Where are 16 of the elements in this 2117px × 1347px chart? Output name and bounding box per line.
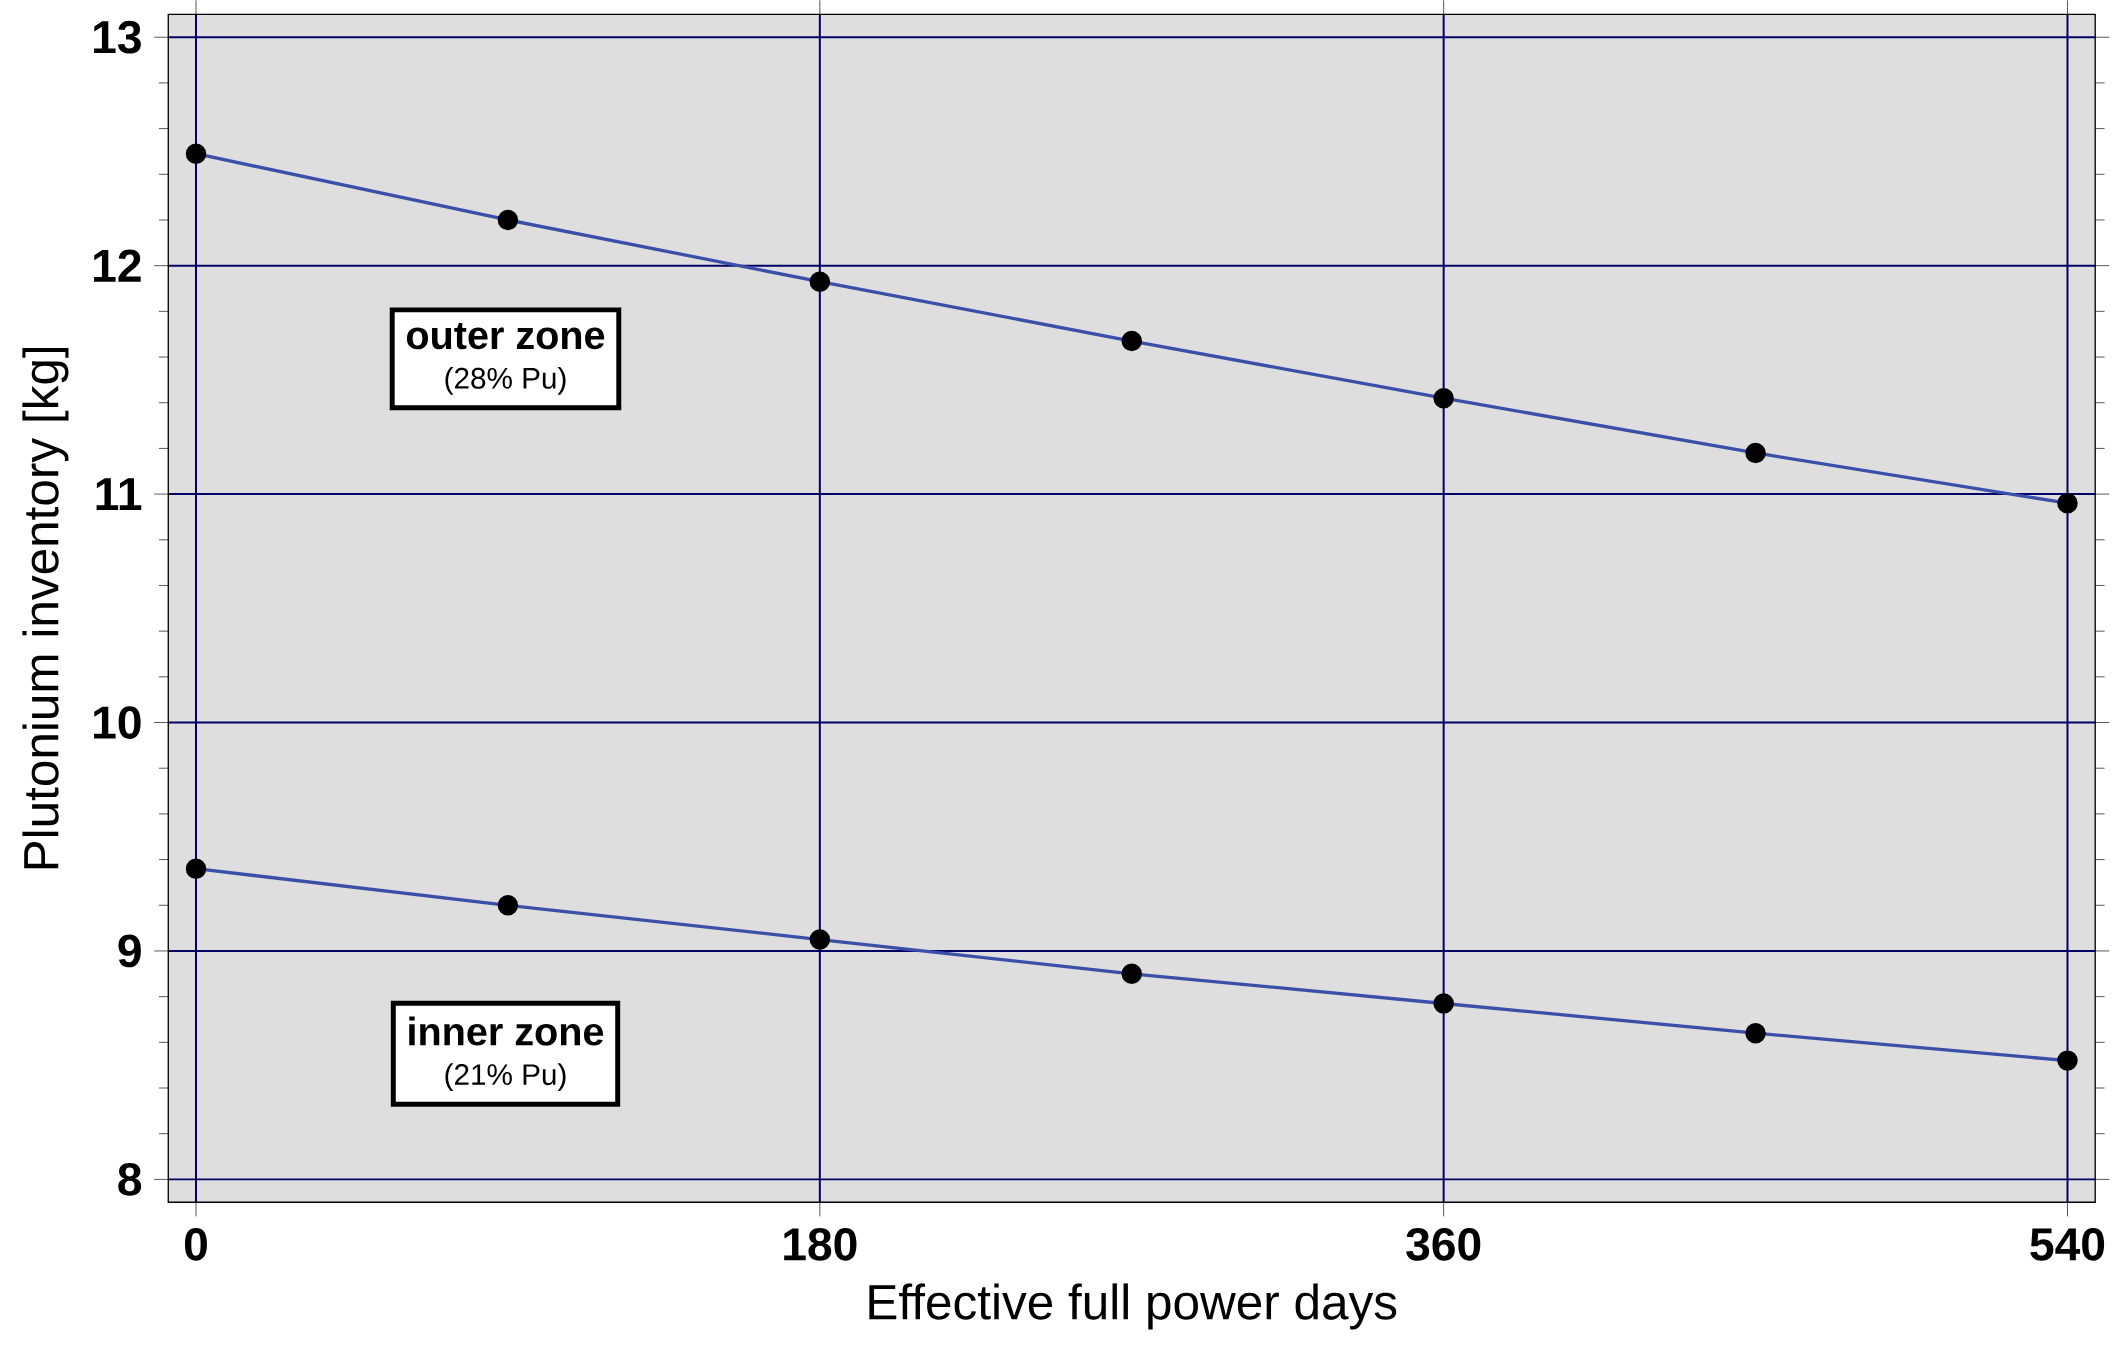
text: inner zone <box>409 1016 604 1046</box>
annotation: (28% Pu) <box>445 366 566 395</box>
y-axis-title: Plutonium inventory [kg] <box>22 347 69 869</box>
y-tick-label: 9 <box>118 934 141 968</box>
x-tick-label: 180 <box>784 1227 857 1261</box>
x-tick-label: 540 <box>2030 1227 2105 1261</box>
y-tick-label: 12 <box>94 249 141 282</box>
x-tick-label: 0 <box>184 1227 207 1261</box>
text: outer zone <box>406 322 605 350</box>
x-axis-title: Effective full power days <box>869 1283 1397 1330</box>
x-tick-label: 360 <box>1406 1227 1481 1261</box>
y-tick-label: 11 <box>96 478 142 510</box>
annotation: (21% Pu) <box>445 1063 566 1091</box>
y-tick-label: 13 <box>94 20 141 54</box>
y-tick-label: 10 <box>94 705 141 739</box>
y-tick-label: 8 <box>118 1162 142 1196</box>
